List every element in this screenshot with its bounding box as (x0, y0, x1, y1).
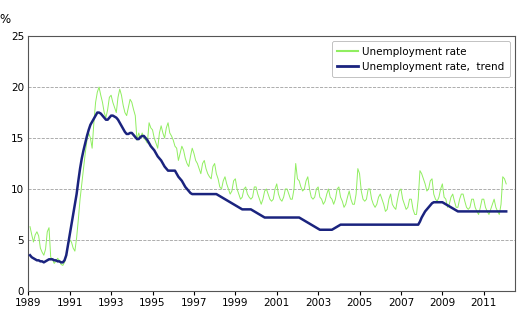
Legend: Unemployment rate, Unemployment rate,  trend: Unemployment rate, Unemployment rate, tr… (332, 41, 510, 77)
Text: %: % (0, 13, 10, 26)
